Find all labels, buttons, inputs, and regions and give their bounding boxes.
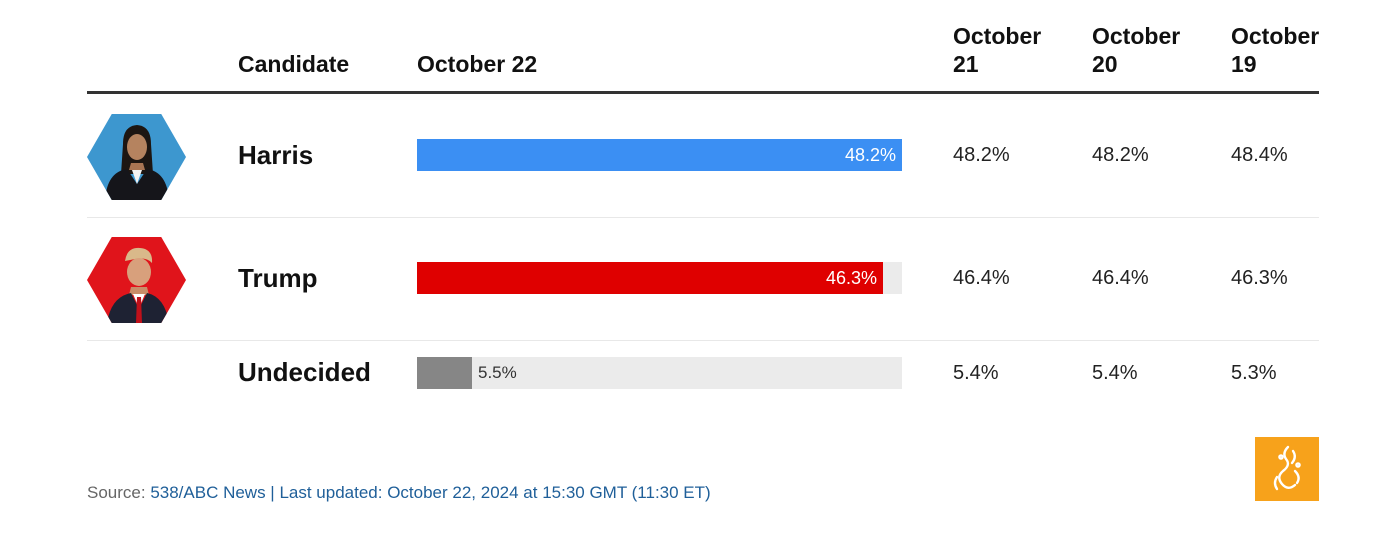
bar-label-trump: 46.3% [825, 268, 877, 288]
candidate-name: Harris [238, 140, 314, 170]
bar-undecided [417, 357, 472, 389]
value-date-3: 48.4% [1231, 144, 1288, 166]
column-header-date-2: October 20 [1092, 23, 1181, 77]
bar-harris [417, 139, 902, 171]
column-header-candidate: Candidate [238, 51, 350, 77]
bar-track: 48.2% [417, 139, 902, 171]
value-date-3: 5.3% [1231, 362, 1277, 384]
bar-label-harris: 48.2% [844, 145, 896, 165]
value-date-2: 5.4% [1092, 362, 1138, 384]
value-date-2: 46.4% [1092, 267, 1149, 289]
value-date-1: 48.2% [953, 144, 1010, 166]
source-link[interactable]: 538/ABC News | Last updated: October 22,… [150, 483, 711, 502]
value-date-3: 46.3% [1231, 267, 1288, 289]
source-note: Source: 538/ABC News | Last updated: Oct… [87, 482, 711, 504]
poll-table: Candidate October 22 October 21 October … [87, 0, 1319, 534]
trump-portrait-icon [87, 237, 186, 323]
bar-trump [417, 262, 883, 294]
column-header-date-3: October 19 [1231, 23, 1320, 77]
bar-track: 46.3% [417, 262, 902, 294]
table-header: Candidate October 22 October 21 October … [87, 0, 1319, 94]
candidate-name: Trump [238, 263, 318, 293]
bar-label-undecided: 5.5% [478, 363, 517, 382]
table-row: Harris 48.2% 48.2% 48.2% 48.4% [87, 94, 1319, 218]
value-date-1: 5.4% [953, 362, 999, 384]
value-date-1: 46.4% [953, 267, 1010, 289]
table-row: Trump 46.3% 46.4% 46.4% 46.3% [87, 217, 1319, 341]
column-header-date-1: October 21 [953, 23, 1042, 77]
column-header-current-date: October 22 [417, 51, 538, 77]
value-date-2: 48.2% [1092, 144, 1149, 166]
candidate-name: Undecided [238, 357, 371, 387]
table-row: Undecided 5.5% 5.4% 5.4% 5.3% [87, 340, 1319, 404]
harris-portrait-icon [87, 114, 186, 200]
al-jazeera-logo-icon[interactable] [1255, 437, 1319, 501]
source-label: Source: [87, 483, 151, 502]
bar-track: 5.5% [417, 357, 902, 389]
